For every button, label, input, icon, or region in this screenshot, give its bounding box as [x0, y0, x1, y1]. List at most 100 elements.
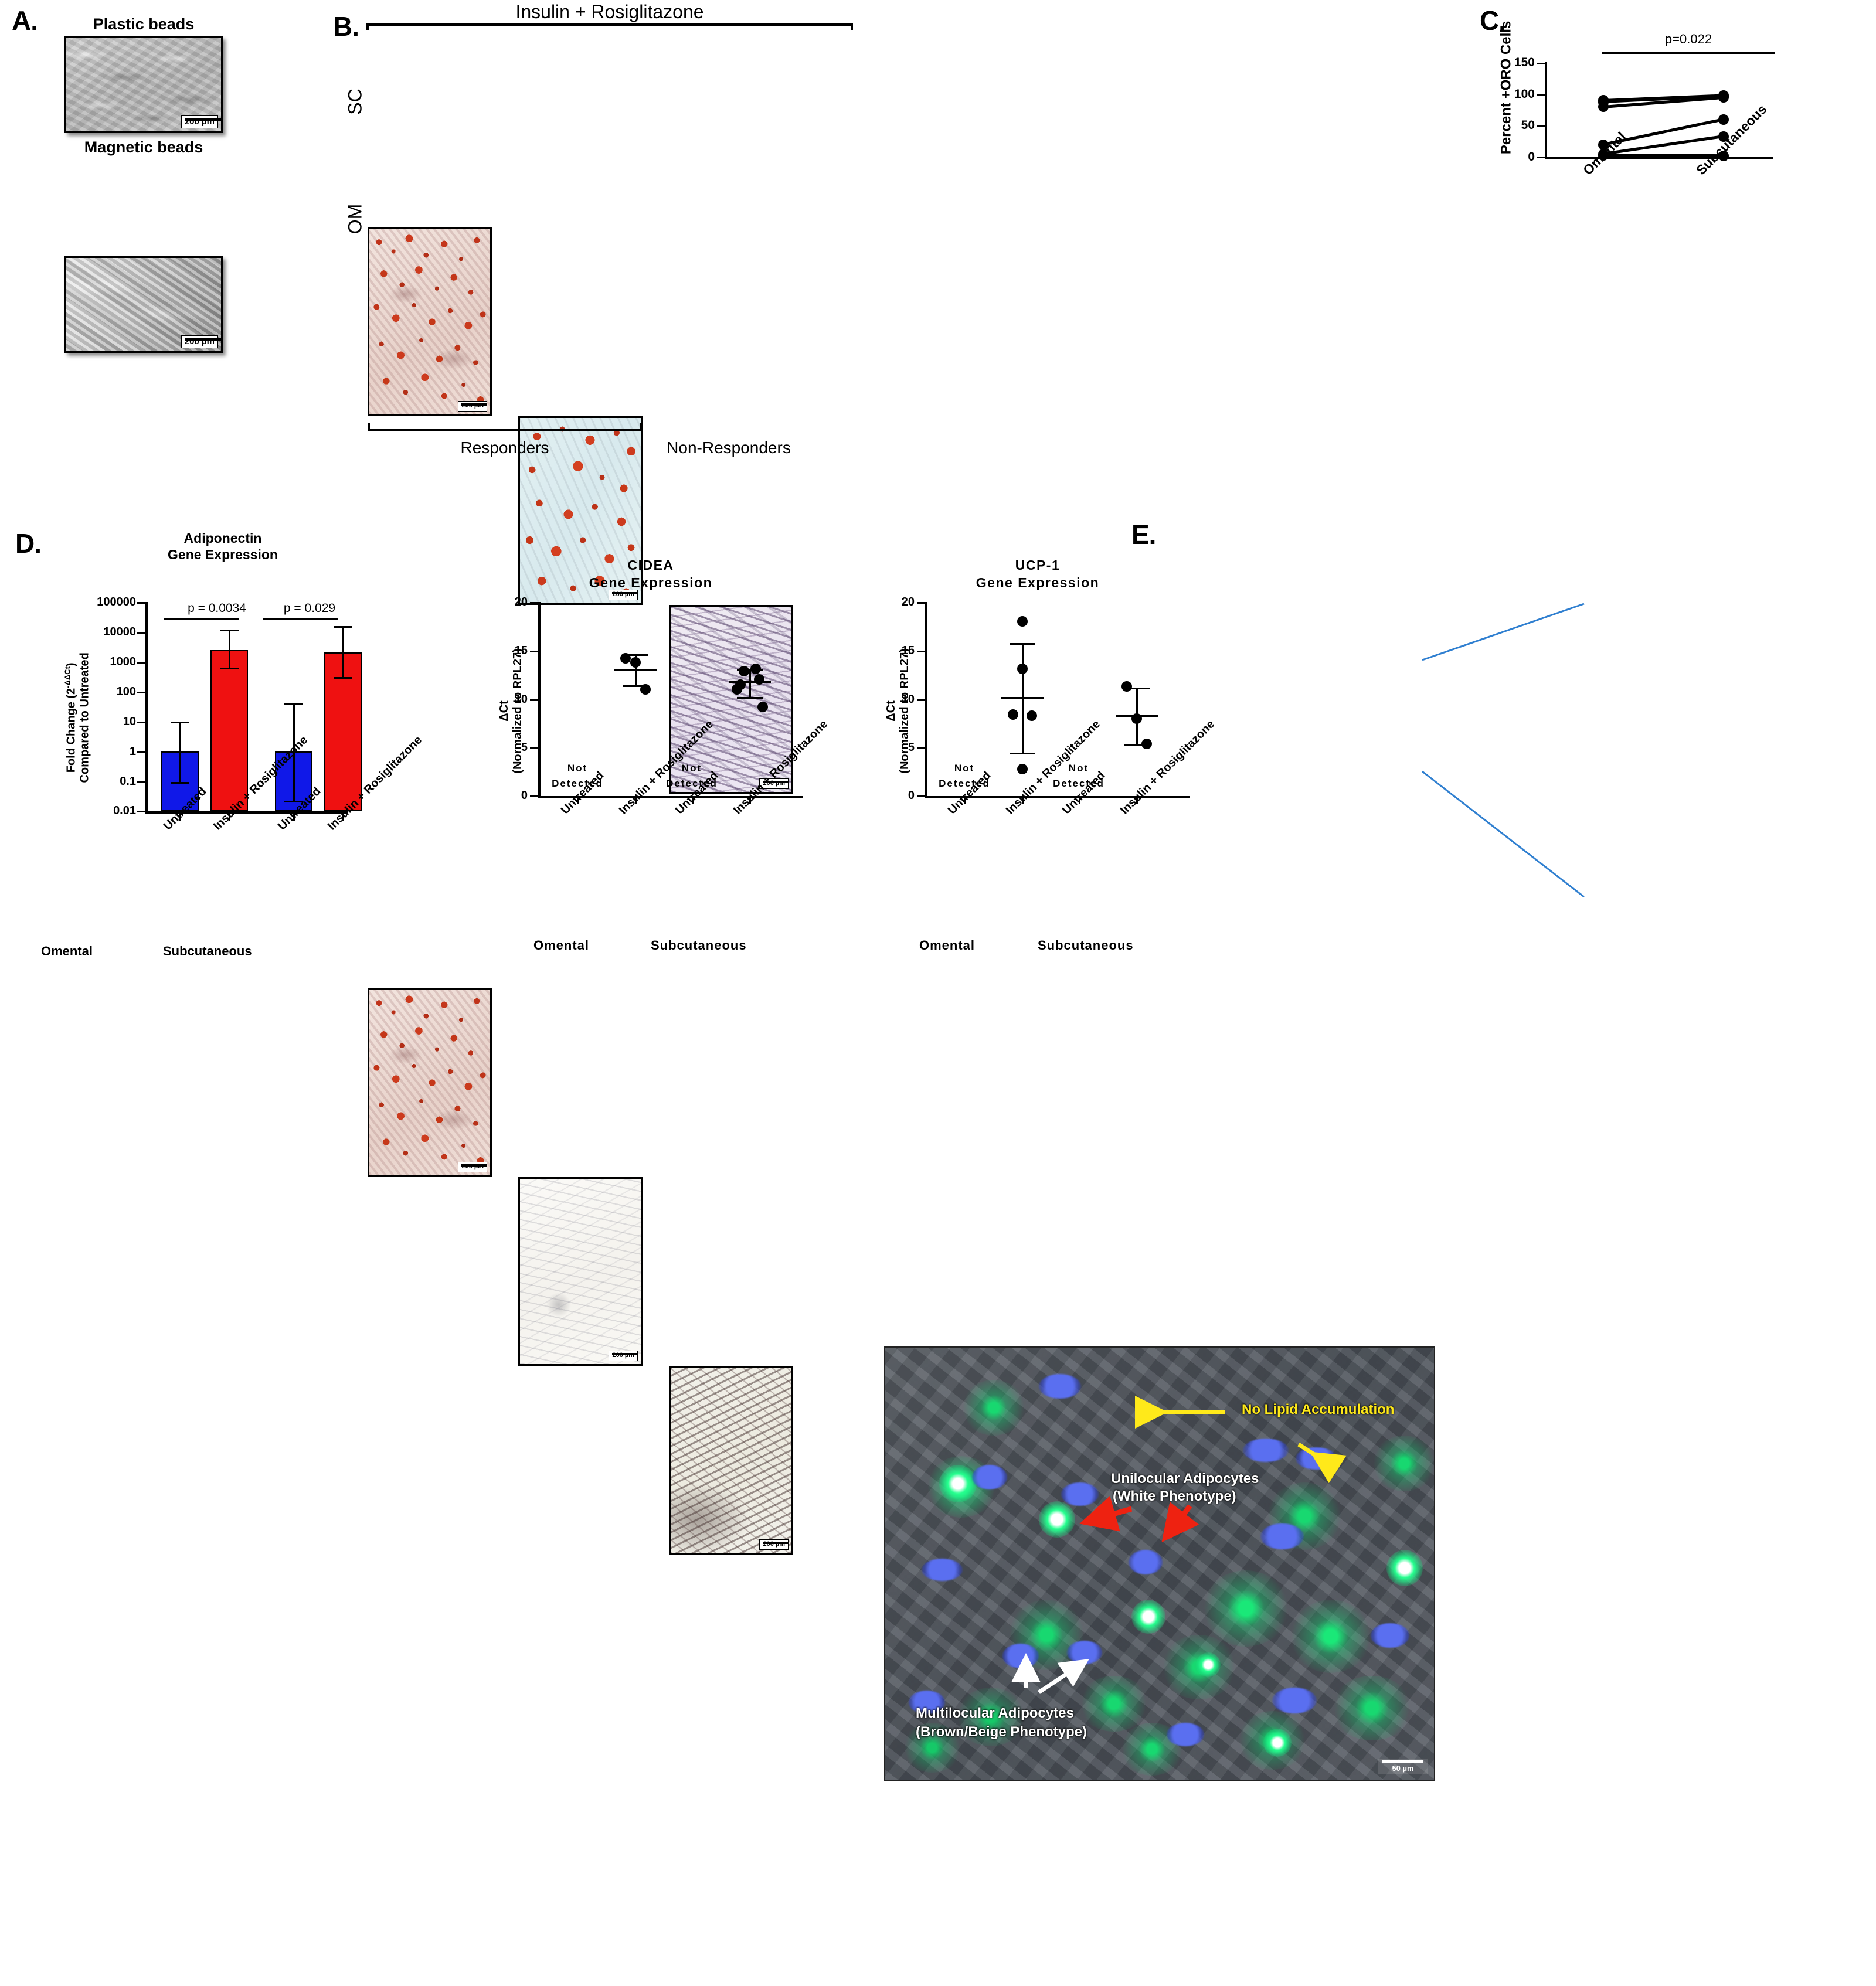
panel-c-ylabel-100: 100	[1514, 87, 1535, 101]
cidea-ytick-10: 10	[514, 693, 528, 706]
scalebar-sc-3: 200 µm	[759, 778, 789, 789]
adiponectin-error-cap-top	[171, 722, 189, 723]
multilocular-adipocytes-label-line2: (Brown/Beige Phenotype)	[916, 1724, 1087, 1740]
cidea-ytick-5: 5	[521, 741, 528, 754]
scalebar-magnetic-beads: 200 µm	[181, 335, 221, 348]
adiponectin-ytick-10000: 10000	[103, 625, 136, 638]
panel-c-point-omental	[1598, 139, 1609, 150]
ucp1-point	[1017, 616, 1028, 627]
adiponectin-sigbar-omental	[164, 618, 239, 620]
panel-c-data-layer	[1489, 0, 1876, 176]
panel-d-letter: D.	[15, 528, 42, 559]
panel-c-tick-50	[1537, 125, 1546, 127]
cidea-sd-cap-bottom	[623, 685, 648, 688]
panel-c-point-subcutaneous	[1718, 131, 1729, 142]
cidea-sd-cap-top	[623, 654, 648, 657]
panel-b-top-bracket	[366, 23, 853, 30]
panel-b-row-label-sc: SC	[344, 89, 366, 115]
ucp1-group-label-omental: Omental	[919, 938, 976, 953]
panel-e-letter: E.	[1131, 519, 1156, 550]
cidea-point	[757, 701, 768, 712]
panel-b-fluorescence-image: No Lipid Accumulation Unilocular Adipocy…	[884, 1346, 1435, 1781]
adiponectin-ytick-1: 1	[129, 745, 136, 758]
ucp1-sd-bar	[1021, 642, 1024, 753]
ucp1-y-axis	[925, 602, 927, 798]
adiponectin-error-cap-top	[334, 626, 352, 628]
adiponectin-bars-layer	[35, 528, 410, 832]
cidea-not-detected-subcutaneous-line2: Detected	[666, 778, 718, 789]
panel-c-point-omental	[1598, 101, 1609, 113]
panel-b-micrograph-sc-1: 200 µm	[368, 227, 492, 416]
panel-c-y-axis	[1545, 62, 1547, 159]
ucp1-sd-cap-bottom	[1010, 752, 1035, 754]
cidea-chart: CIDEA Gene Expression 20 15 10 5 0 ΔCt (…	[463, 528, 830, 991]
cidea-ytick-0: 0	[521, 789, 528, 802]
cidea-group-label-subcutaneous: Subcutaneous	[651, 938, 747, 953]
ucp1-point	[1131, 713, 1142, 724]
ucp1-title-line2: Gene Expression	[976, 575, 1100, 590]
panel-c-tick-150	[1537, 63, 1546, 64]
cidea-sd-cap-top	[737, 669, 763, 671]
cidea-title-line1: CIDEA	[627, 557, 674, 573]
adiponectin-pvalue-omental: p = 0.0034	[188, 601, 246, 615]
adiponectin-x-axis	[145, 811, 348, 814]
cidea-sd-bar	[634, 654, 637, 686]
panel-b-micrograph-om-3: 200 µm	[669, 1366, 793, 1555]
ucp1-point	[1008, 709, 1018, 720]
ucp1-ytick-15: 15	[901, 644, 915, 657]
ucp1-ytick-10: 10	[901, 693, 915, 706]
panel-b-micrograph-om-2: 200 µm	[518, 1177, 643, 1366]
adiponectin-error-cap-bottom	[220, 667, 239, 669]
ucp1-title-line1: UCP-1	[1015, 557, 1061, 573]
adiponectin-group-label-omental: Omental	[41, 944, 93, 958]
adiponectin-sigbar-subcutaneous	[263, 618, 338, 620]
panel-b-responders-bracket	[368, 423, 642, 431]
adiponectin-title-line2: Gene Expression	[168, 547, 278, 562]
panel-b-micrograph-sc-3: 200 µm	[669, 605, 793, 794]
ucp1-sd-cap-bottom	[1124, 743, 1150, 746]
adiponectin-ytick-1000: 1000	[110, 655, 137, 668]
unilocular-adipocytes-label-line1: Unilocular Adipocytes	[1111, 1471, 1259, 1487]
adiponectin-y-axis	[145, 602, 148, 813]
scalebar-fluorescence-b: 50 µm	[1378, 1759, 1428, 1774]
scalebar-om-3: 200 µm	[759, 1539, 789, 1550]
adiponectin-ytick-0.01: 0.01	[113, 804, 136, 817]
cidea-point	[754, 674, 764, 685]
ucp1-point	[1121, 681, 1132, 692]
adiponectin-error-bar	[342, 626, 344, 677]
ucp1-point	[1017, 664, 1028, 675]
adiponectin-ytick-100: 100	[116, 685, 136, 698]
cidea-group-label-omental: Omental	[533, 938, 590, 953]
magnetic-beads-micrograph: 200 µm	[64, 256, 223, 353]
panel-c-significance-bar	[1602, 52, 1775, 54]
ucp1-ytick-0: 0	[908, 789, 915, 802]
adiponectin-error-cap-bottom	[284, 800, 303, 802]
cidea-ytick-20: 20	[514, 596, 528, 608]
ucp1-not-detected-subcutaneous-line2: Detected	[1053, 778, 1104, 789]
cidea-title-line2: Gene Expression	[589, 575, 713, 590]
panel-b-label-responders: Responders	[460, 438, 549, 457]
adiponectin-ytick-10: 10	[123, 715, 136, 728]
panel-c-ylabel-150: 150	[1514, 56, 1535, 69]
unilocular-arrow-1	[1079, 1495, 1133, 1532]
scalebar-sc-1: 200 µm	[458, 401, 488, 412]
adiponectin-error-cap-bottom	[171, 782, 189, 784]
no-lipid-accumulation-label: No Lipid Accumulation	[1242, 1402, 1395, 1417]
scalebar-om-1: 200 µm	[458, 1162, 488, 1172]
unilocular-arrow-2	[1161, 1502, 1199, 1543]
adiponectin-ytick-100000: 100000	[97, 596, 136, 608]
panel-c-point-subcutaneous	[1718, 114, 1729, 125]
cidea-x-axis	[538, 796, 803, 798]
plastic-beads-micrograph: 200 µm	[64, 36, 223, 133]
ucp1-chart: UCP-1 Gene Expression 20 15 10 5 0 ΔCt (…	[850, 528, 1217, 991]
panel-b-row-label-om: OM	[344, 203, 366, 234]
panel-c-tick-100	[1537, 94, 1546, 96]
adiponectin-error-cap-bottom	[334, 676, 352, 679]
multilocular-adipocytes-label-line1: Multilocular Adipocytes	[916, 1705, 1074, 1721]
cidea-point	[620, 652, 631, 664]
ucp1-point	[1027, 710, 1037, 721]
panel-c-ylabel-50: 50	[1521, 118, 1535, 132]
panel-b-letter: B.	[333, 11, 359, 42]
cidea-not-detected-subcutaneous-line1: Not	[681, 763, 702, 774]
adiponectin-group-label-subcutaneous: Subcutaneous	[163, 944, 252, 958]
